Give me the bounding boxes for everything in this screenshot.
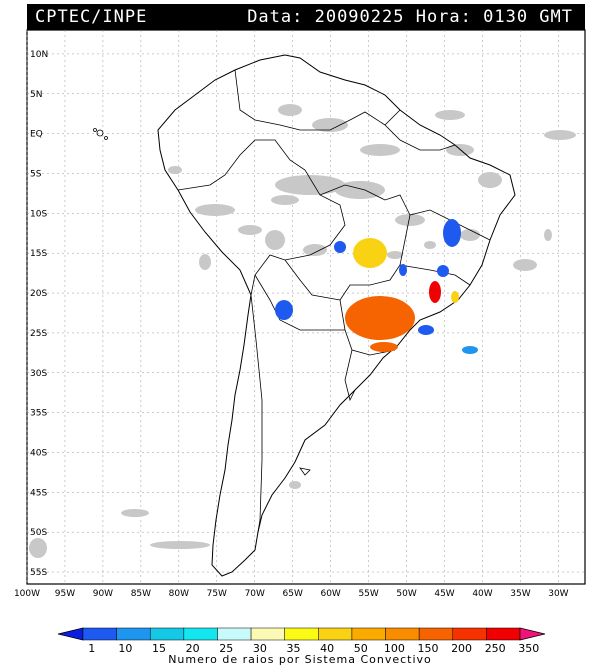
colorbar-caption: Numero de raios por Sistema Convectivo <box>168 653 432 666</box>
lon-tick-label: 60W <box>320 589 340 599</box>
colorbar-segment <box>452 627 487 641</box>
colorbar-segment <box>82 627 117 641</box>
colorbar-label: 50 <box>354 642 368 655</box>
system-yellow <box>353 238 387 268</box>
continent-outline <box>157 54 516 577</box>
colorbar-segment <box>486 627 521 641</box>
colorbar-label: 15 <box>152 642 166 655</box>
system-blue <box>443 219 461 247</box>
source-label: CPTEC/INPE <box>35 7 148 27</box>
islands <box>93 128 311 476</box>
lat-tick-label: 5N <box>30 90 42 100</box>
system-red <box>429 281 441 303</box>
colorbar-label: 150 <box>417 642 438 655</box>
lat-tick-label: 5S <box>30 169 42 179</box>
lat-tick-label: 35S <box>30 409 47 419</box>
colorbar-label: 200 <box>451 642 472 655</box>
colorbar-segment <box>217 627 252 641</box>
grid-lines <box>26 30 585 584</box>
lat-tick-label: 30S <box>30 369 47 379</box>
lat-tick-label: 25S <box>30 329 47 339</box>
lon-tick-label: 30W <box>548 589 568 599</box>
lon-tick-label: 70W <box>245 589 265 599</box>
system-orange <box>345 296 415 340</box>
colorbar-segment <box>385 627 420 641</box>
lat-tick-label: 45S <box>30 488 47 498</box>
colorbar-segment <box>284 627 319 641</box>
colorbar-segment <box>116 627 151 641</box>
colorbar-label: 35 <box>287 642 301 655</box>
system-blue <box>399 264 407 276</box>
colorbar-label: 250 <box>485 642 506 655</box>
lon-tick-label: 75W <box>207 589 227 599</box>
colorbar-label: 20 <box>186 642 200 655</box>
system-blue <box>334 241 346 253</box>
map-header: CPTEC/INPE Data: 20090225 Hora: 0130 GMT <box>27 4 585 30</box>
colorbar-label: 40 <box>320 642 334 655</box>
colorbar-segment <box>149 627 185 641</box>
lon-tick-label: 45W <box>434 589 454 599</box>
lat-tick-label: 10S <box>30 209 47 219</box>
lat-tick-label: 15S <box>30 249 47 259</box>
lon-tick-label: 80W <box>169 589 189 599</box>
colorbar-segment <box>418 627 454 641</box>
system-orange <box>370 342 398 352</box>
system-cyan <box>462 346 478 354</box>
colorbar: 1 10 15 20 25 30 35 40 50 100 150 200 250 350 Numero d… <box>57 627 546 666</box>
system-blue <box>418 325 434 335</box>
cloud-cover <box>29 104 576 558</box>
colorbar-label: 25 <box>219 642 233 655</box>
colorbar-segment <box>351 627 386 641</box>
colorbar-arrow-right <box>519 627 546 641</box>
lat-tick-label: 10N <box>30 50 48 60</box>
colorbar-segment <box>250 627 285 641</box>
lon-tick-label: 95W <box>55 589 75 599</box>
lat-tick-label: 20S <box>30 289 47 299</box>
colorbar-segment <box>183 627 218 641</box>
colorbar-arrow-left <box>57 627 84 641</box>
system-blue <box>437 265 449 277</box>
lon-tick-label: 85W <box>131 589 151 599</box>
convective-systems <box>275 219 478 354</box>
colorbar-label: 30 <box>253 642 267 655</box>
lat-tick-label: 50S <box>30 528 47 538</box>
lon-tick-label: 90W <box>93 589 113 599</box>
datetime-label: Data: 20090225 Hora: 0130 GMT <box>247 7 573 27</box>
colorbar-segment <box>318 627 353 641</box>
lon-tick-label: 40W <box>472 589 492 599</box>
lat-tick-label: 55S <box>30 568 47 578</box>
colorbar-label: 1 <box>88 642 95 655</box>
colorbar-label: 350 <box>518 642 539 655</box>
system-yellow <box>451 291 459 303</box>
lat-tick-label: EQ <box>30 130 43 140</box>
colorbar-label: 100 <box>384 642 405 655</box>
country-borders <box>177 69 491 533</box>
lon-tick-label: 50W <box>396 589 416 599</box>
lon-tick-label: 55W <box>358 589 378 599</box>
lon-tick-label: 35W <box>510 589 530 599</box>
lon-tick-label: 100W <box>14 589 40 599</box>
plot-frame <box>26 29 586 585</box>
system-blue <box>275 300 293 320</box>
lon-tick-label: 65W <box>283 589 303 599</box>
lat-tick-label: 40S <box>30 448 47 458</box>
colorbar-label: 10 <box>118 642 132 655</box>
